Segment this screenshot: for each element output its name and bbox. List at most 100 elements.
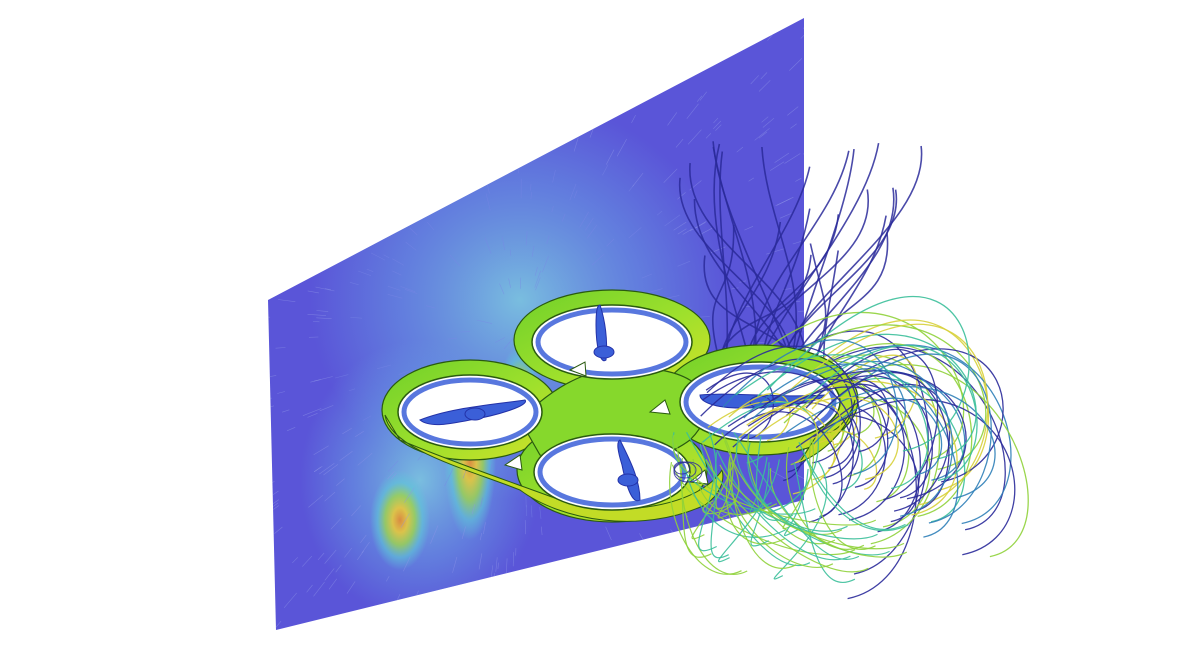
surface-streak	[553, 590, 555, 597]
motor-hub	[617, 473, 639, 487]
surface-streak	[313, 581, 325, 597]
streamline	[685, 468, 786, 538]
surface-streak	[323, 464, 339, 476]
surface-streak	[339, 451, 353, 461]
streamline	[717, 459, 780, 563]
frame-cutout	[503, 454, 523, 471]
frame-cutout	[568, 361, 587, 377]
surface-streak	[535, 277, 541, 291]
surface-streak	[562, 562, 566, 576]
surface-streak	[684, 580, 689, 588]
streamline	[733, 432, 860, 560]
surface-streak	[335, 564, 342, 573]
surface-streak	[760, 72, 768, 80]
surface-streak	[342, 428, 352, 435]
surface-streak	[306, 584, 313, 593]
surface-streak	[330, 84, 337, 92]
surface-streak	[750, 75, 759, 85]
surface-streak	[350, 18, 360, 22]
surface-streak	[595, 249, 602, 255]
surface-streak	[622, 550, 627, 559]
surface-streak	[293, 24, 304, 38]
surface-streak	[496, 600, 499, 615]
surface-streak	[307, 51, 319, 66]
surface-streak	[605, 149, 615, 165]
surface-streak	[343, 121, 351, 129]
surface-streak	[579, 97, 584, 111]
surface-streak	[797, 474, 804, 485]
surface-streak	[534, 266, 538, 276]
streamline	[729, 458, 797, 569]
streamline	[771, 344, 1012, 525]
surface-streak	[322, 110, 328, 117]
surface-streak	[533, 41, 535, 52]
surface-streak	[400, 286, 416, 292]
surface-streak	[677, 228, 687, 235]
surface-streak	[797, 309, 804, 312]
streamline	[786, 446, 865, 550]
surface-streak	[473, 591, 476, 600]
surface-streak	[726, 574, 738, 588]
surface-streak	[777, 18, 785, 22]
surface-streak	[552, 169, 556, 183]
streamline	[812, 372, 950, 512]
surface-streak	[495, 557, 498, 572]
surface-streak	[784, 153, 801, 164]
surface-streak	[531, 505, 533, 518]
surface-streak	[275, 347, 286, 349]
streamline	[813, 397, 943, 475]
surface-streak	[775, 198, 791, 207]
streamline	[675, 443, 712, 558]
surface-streak	[602, 61, 608, 73]
surface-streak	[586, 224, 598, 239]
surface-streak	[306, 199, 318, 207]
surface-streak	[362, 415, 372, 421]
surface-streak	[360, 534, 367, 543]
surface-streak	[324, 491, 336, 502]
surface-streak	[364, 47, 370, 56]
surface-streak	[269, 279, 286, 284]
surface-streak	[271, 124, 280, 132]
surface-streak	[687, 129, 702, 145]
surface-streak	[534, 270, 541, 288]
streamline	[719, 464, 905, 550]
surface-streak	[281, 44, 295, 61]
surface-streak	[444, 30, 447, 37]
surface-streak	[383, 254, 390, 259]
surface-streak	[311, 231, 318, 236]
streamline	[718, 311, 965, 462]
surface-streak	[324, 549, 337, 564]
surface-streak	[484, 237, 492, 255]
surface-streak	[461, 59, 465, 72]
surface-streak	[404, 289, 418, 294]
surface-streak	[351, 505, 362, 517]
surface-streak	[489, 463, 493, 476]
surface-streak	[272, 102, 284, 113]
surface-streak	[268, 135, 272, 145]
surface-streak	[459, 604, 463, 616]
surface-streak	[392, 258, 404, 266]
surface-streak	[673, 221, 687, 231]
surface-streak	[779, 213, 792, 219]
surface-streak	[758, 80, 771, 92]
surface-streak	[387, 285, 401, 291]
surface-streak	[789, 58, 803, 71]
surface-streak	[424, 139, 429, 146]
surface-streak	[344, 547, 353, 558]
surface-streak	[365, 206, 372, 212]
surface-streak	[330, 517, 342, 530]
surface-streak	[629, 39, 637, 57]
surface-streak	[628, 227, 642, 239]
surface-streak	[467, 166, 472, 177]
surface-streak	[531, 245, 535, 257]
surface-streak	[357, 550, 364, 561]
surface-streak	[395, 40, 401, 52]
surface-streak	[273, 237, 286, 243]
surface-streak	[451, 616, 456, 630]
surface-streak	[673, 69, 680, 79]
surface-streak	[324, 288, 332, 291]
streamline	[743, 363, 959, 538]
surface-streak	[677, 192, 686, 200]
